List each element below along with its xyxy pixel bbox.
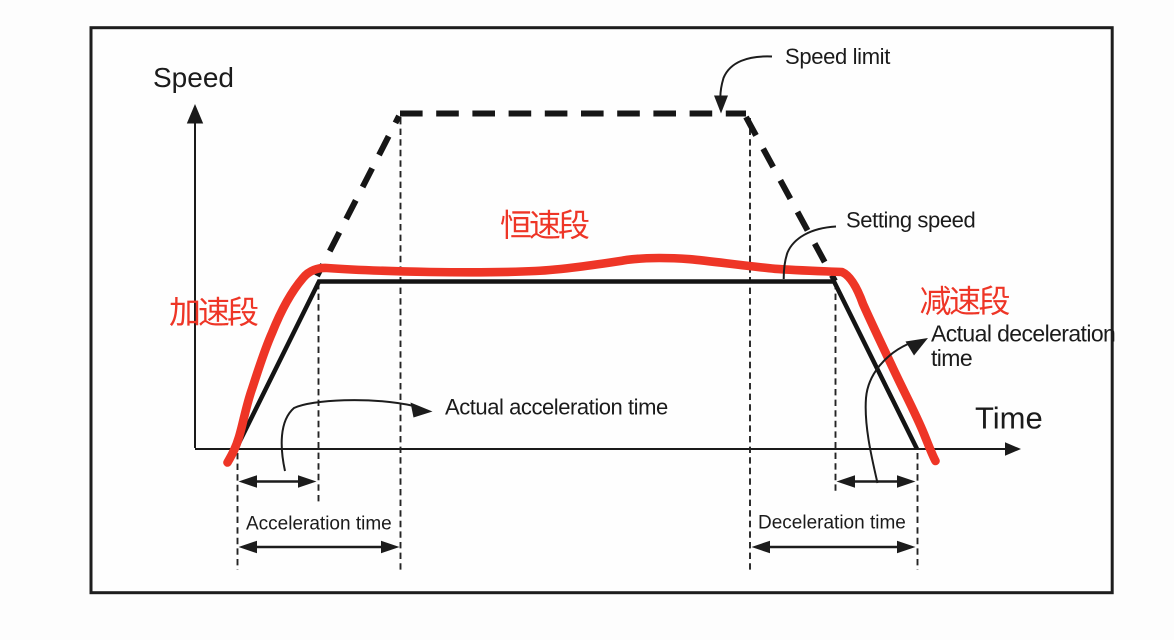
svg-text:Actual deceleration: Actual deceleration	[931, 321, 1115, 347]
svg-text:Speed: Speed	[153, 62, 234, 93]
svg-text:Setting speed: Setting speed	[846, 208, 975, 233]
svg-text:Actual acceleration time: Actual acceleration time	[445, 395, 668, 420]
svg-text:Speed limit: Speed limit	[785, 44, 890, 69]
svg-text:time: time	[931, 345, 972, 371]
svg-text:Deceleration time: Deceleration time	[758, 513, 906, 534]
svg-text:Time: Time	[975, 401, 1043, 436]
svg-text:Acceleration time: Acceleration time	[246, 514, 392, 535]
